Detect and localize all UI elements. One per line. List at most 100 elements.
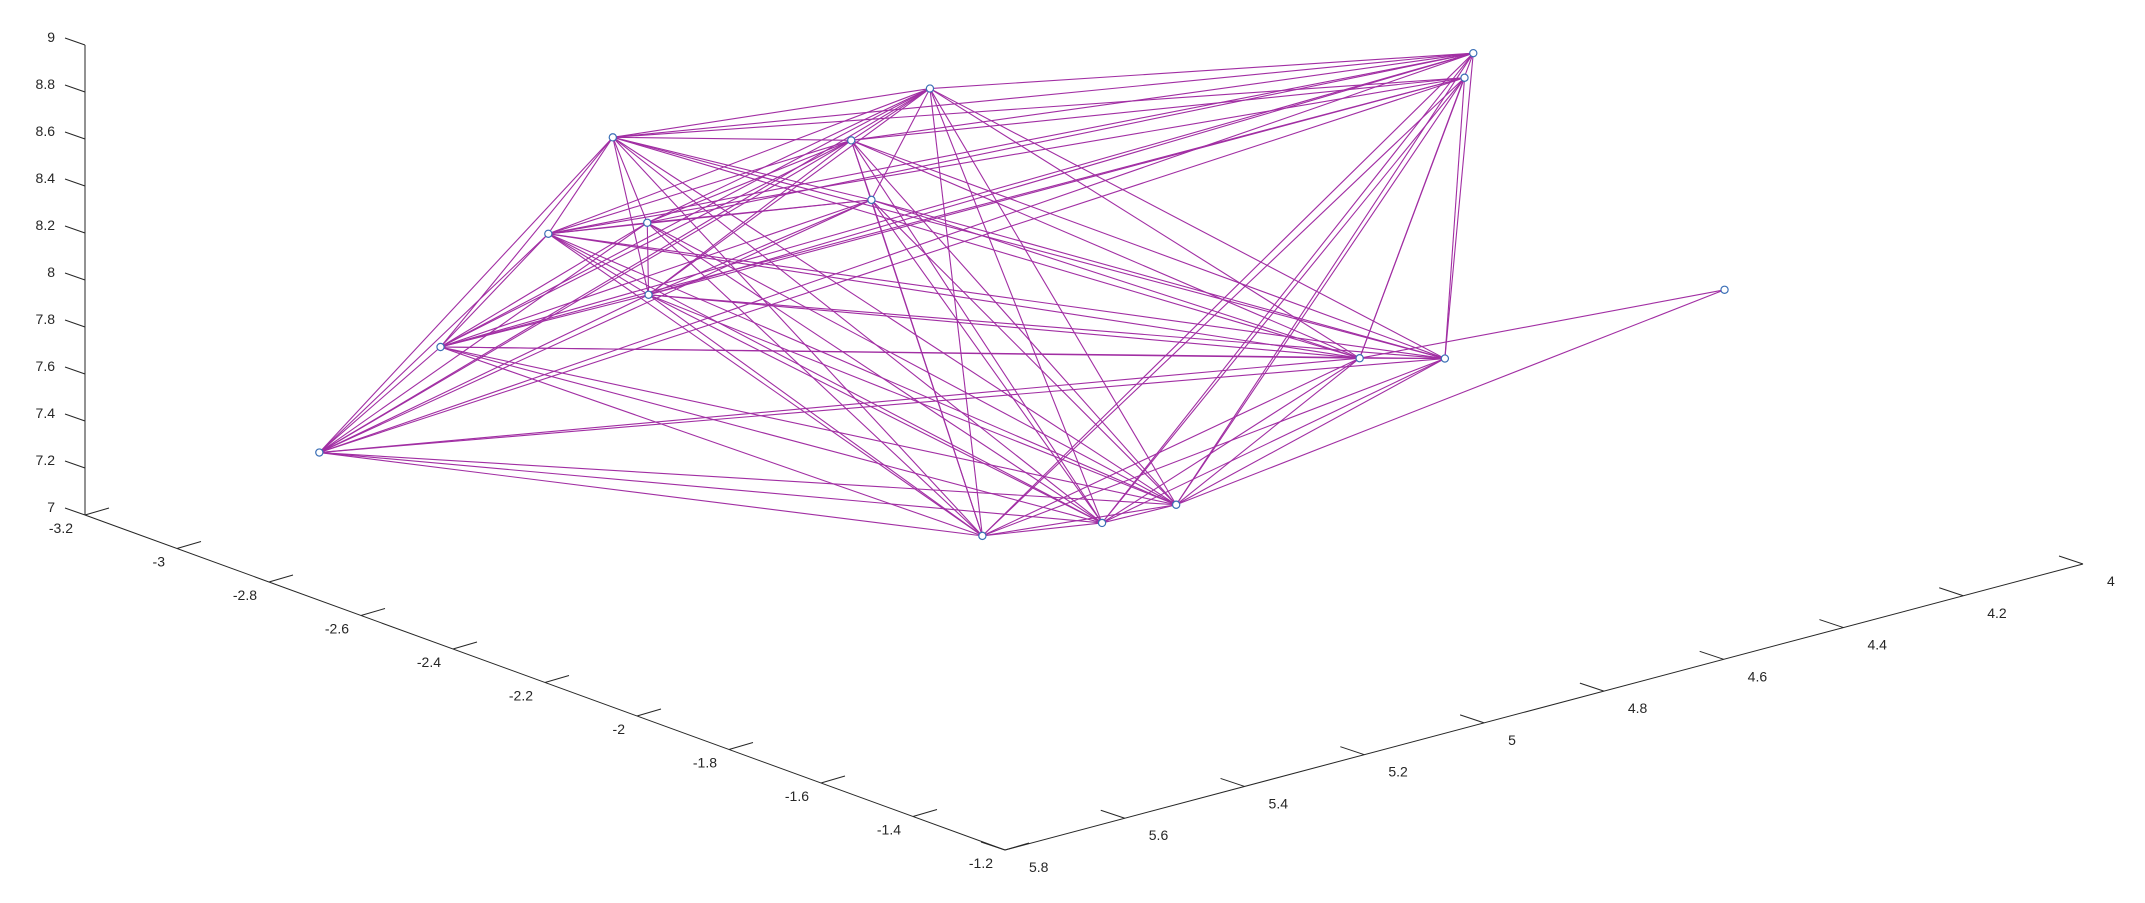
graph-edge xyxy=(851,139,1446,360)
graph-edge xyxy=(440,346,1103,524)
y-tick-label: 4.8 xyxy=(1628,700,1648,716)
x-tick-label: -2.6 xyxy=(325,621,349,637)
x-tick-label: -2.2 xyxy=(509,688,533,704)
x-tick-mark xyxy=(728,742,754,750)
y-tick-label: 5.6 xyxy=(1149,827,1169,843)
graph-node xyxy=(644,290,653,299)
graph-edge xyxy=(548,139,852,235)
graph-edge xyxy=(1175,77,1465,506)
y-axis-line xyxy=(1004,563,2084,851)
graph-edge xyxy=(318,346,441,453)
z-tick-mark xyxy=(64,37,86,46)
graph-node xyxy=(1171,500,1181,509)
z-tick-label: 8.2 xyxy=(36,217,56,233)
y-tick-label: 4 xyxy=(2107,573,2115,589)
z-tick-mark xyxy=(64,225,86,234)
graph-edge xyxy=(648,294,1445,360)
graph-edge xyxy=(548,77,1465,235)
graph-edge xyxy=(319,451,1103,524)
graph-edge xyxy=(647,199,872,224)
graph-edge xyxy=(851,77,1465,141)
graph-edge xyxy=(440,233,549,348)
x-tick-label: -2.4 xyxy=(417,654,441,670)
x-tick-label: -3 xyxy=(153,554,166,570)
graph-edge xyxy=(648,294,1103,524)
graph-edge xyxy=(648,294,983,537)
x-tick-mark xyxy=(84,507,110,516)
graph-edge xyxy=(646,222,1103,524)
y-tick-label: 4.4 xyxy=(1867,637,1887,653)
graph-edge xyxy=(319,358,1445,454)
x-tick-label: -1.4 xyxy=(877,822,901,838)
x-tick-mark xyxy=(912,809,938,817)
graph-edge xyxy=(1101,52,1474,524)
graph-edge xyxy=(612,136,852,141)
graph-node xyxy=(867,195,876,205)
y-tick-mark xyxy=(2058,555,2084,565)
y-tick-label: 4.6 xyxy=(1748,668,1768,684)
graph-edge xyxy=(929,88,1446,360)
x-tick-label: -1.2 xyxy=(969,855,993,871)
x-tick-mark xyxy=(176,541,202,549)
x-tick-label: -2 xyxy=(613,721,626,737)
graph-edge xyxy=(648,199,872,296)
graph-edge xyxy=(929,52,1474,90)
z-tick-label: 8.4 xyxy=(36,170,56,186)
graph-edge xyxy=(981,52,1474,537)
graph-edge xyxy=(648,88,931,296)
x-tick-label: -2.8 xyxy=(233,587,257,603)
graph-edge xyxy=(440,139,852,348)
graph-edge xyxy=(319,222,648,453)
graph-edge xyxy=(319,199,872,454)
y-tick-mark xyxy=(1819,619,1844,629)
graph-edge xyxy=(1444,77,1466,359)
graph-edge xyxy=(612,136,1103,524)
graph-edge xyxy=(929,88,983,536)
y-tick-label: 4.2 xyxy=(1987,605,2007,621)
y-tick-mark xyxy=(1699,650,1724,660)
graph-node xyxy=(608,133,618,142)
graph-edge xyxy=(929,88,1360,359)
graph-edge xyxy=(547,137,614,235)
z-tick-label: 7.4 xyxy=(36,405,56,421)
graph-edge xyxy=(548,233,1103,524)
z-tick-mark xyxy=(64,84,86,93)
graph-node xyxy=(643,218,652,227)
graph-node xyxy=(1440,354,1450,363)
graph-edge xyxy=(548,88,931,235)
graph-nodes xyxy=(315,48,1729,541)
graph-edge xyxy=(612,136,1446,360)
graph-edge xyxy=(851,139,1360,359)
graph-edge xyxy=(871,199,1360,359)
graph-edge xyxy=(1101,504,1177,524)
graph-node xyxy=(315,448,324,457)
graph-edge xyxy=(871,199,1177,506)
graph-edge xyxy=(548,233,1445,360)
graph-edge xyxy=(646,222,1177,506)
graph-node xyxy=(978,531,987,541)
graph-node xyxy=(1720,285,1729,294)
graph-edge xyxy=(1101,357,1360,524)
graph-edge xyxy=(319,294,649,454)
y-tick-mark xyxy=(980,841,1006,851)
graph-edge xyxy=(319,451,983,537)
graph-edge xyxy=(548,233,649,296)
z-tick-label: 9 xyxy=(47,29,55,45)
graph-node xyxy=(1097,518,1107,528)
z-tick-mark xyxy=(64,178,86,187)
graph-edge xyxy=(440,346,1177,506)
z-tick-mark xyxy=(64,272,86,281)
x-tick-label: -1.8 xyxy=(693,755,717,771)
graph-edge xyxy=(850,139,1177,506)
graph-edge xyxy=(440,88,931,348)
x-tick-label: -3.2 xyxy=(49,520,73,536)
graph-edge xyxy=(440,346,983,537)
z-tick-label: 7.2 xyxy=(36,452,56,468)
graph-edge xyxy=(929,88,1177,506)
graph-edge xyxy=(1175,52,1474,506)
graph-edge xyxy=(981,77,1465,537)
graph-edge xyxy=(612,136,983,537)
graph-edge xyxy=(318,136,614,453)
graph-edge xyxy=(1175,289,1725,506)
